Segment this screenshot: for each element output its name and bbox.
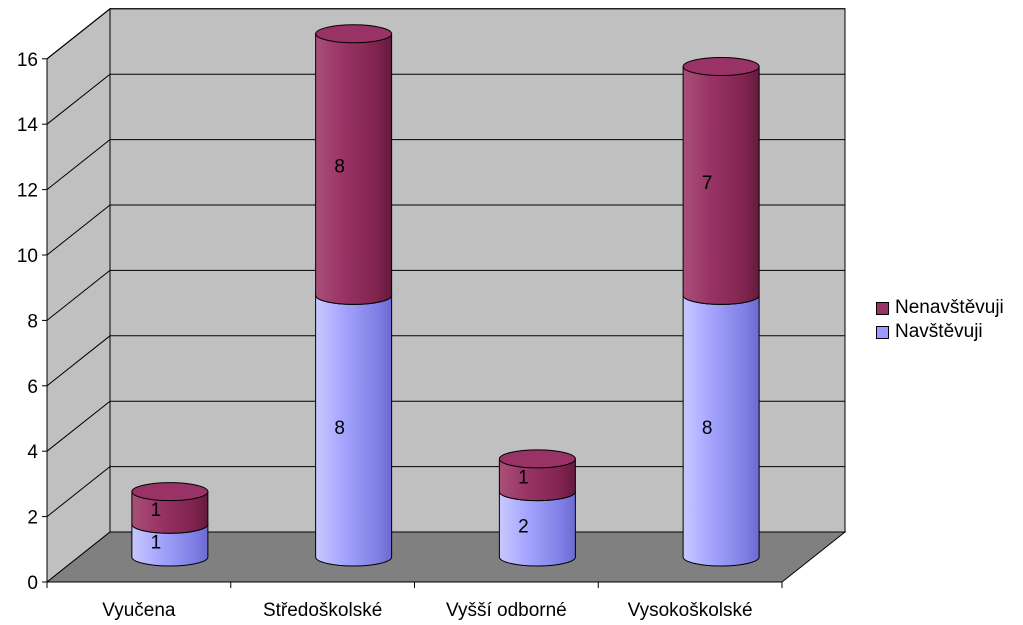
legend-label-nenavstevuji: Nenavštěvuji: [895, 297, 1004, 318]
gridline: [46, 466, 845, 517]
legend: Nenavštěvuji Navštěvuji: [876, 296, 1004, 344]
bar-top: [131, 482, 209, 502]
legend-item-navstevuji: Navštěvuji: [876, 320, 1004, 344]
bar-body: [131, 491, 209, 534]
gridline: [46, 400, 845, 452]
bar-body: [315, 294, 393, 567]
bar-top: [315, 24, 393, 44]
bar-segment: [315, 24, 393, 305]
data-label: 1: [151, 533, 162, 554]
data-label: 1: [151, 500, 162, 521]
data-label: 8: [702, 418, 713, 439]
bar-segment: [131, 482, 209, 534]
bar-body: [498, 491, 576, 567]
legend-swatch-navstevuji: [876, 325, 889, 339]
bar-top: [498, 449, 576, 469]
x-tick-label: Vyšší odborné: [446, 600, 567, 620]
gridline: [46, 204, 845, 256]
data-label: 8: [334, 418, 345, 439]
bar-top: [682, 57, 760, 76]
y-tick-label: 2: [27, 508, 38, 529]
gridline: [46, 335, 845, 387]
y-tick-label: 8: [27, 311, 38, 332]
gridline: [46, 73, 845, 125]
gridline: [46, 269, 845, 321]
bar-body: [682, 66, 760, 305]
data-label: 7: [702, 173, 713, 194]
bar-segment: [682, 294, 760, 567]
data-label: 8: [334, 157, 345, 178]
bar-segment: [498, 491, 576, 567]
bar-segment: [498, 449, 576, 502]
bar-body: [498, 458, 576, 502]
x-tick-label: Vyučena: [102, 600, 176, 620]
bar-body: [315, 33, 393, 305]
x-tick-label: Středoškolské: [263, 600, 382, 620]
y-tick-label: 12: [17, 181, 38, 202]
bar-body: [131, 523, 209, 567]
gridline: [46, 8, 845, 60]
y-tick-label: 6: [27, 377, 38, 398]
data-label: 1: [518, 467, 529, 488]
y-tick-label: 16: [17, 50, 38, 71]
bar-body: [682, 294, 760, 567]
legend-label-navstevuji: Navštěvuji: [895, 321, 983, 342]
bar-segment: [315, 294, 393, 567]
bar-segment: [682, 57, 760, 305]
y-tick-label: 14: [17, 115, 39, 136]
y-tick-label: 0: [27, 573, 38, 594]
legend-swatch-nenavstevuji: [876, 301, 889, 315]
gridline: [46, 139, 845, 190]
y-tick-label: 4: [27, 442, 38, 463]
x-tick-label: Vysokoškolské: [628, 600, 753, 620]
y-tick-label: 10: [17, 246, 38, 267]
data-label: 2: [518, 516, 529, 537]
legend-item-nenavstevuji: Nenavštěvuji: [876, 296, 1004, 320]
